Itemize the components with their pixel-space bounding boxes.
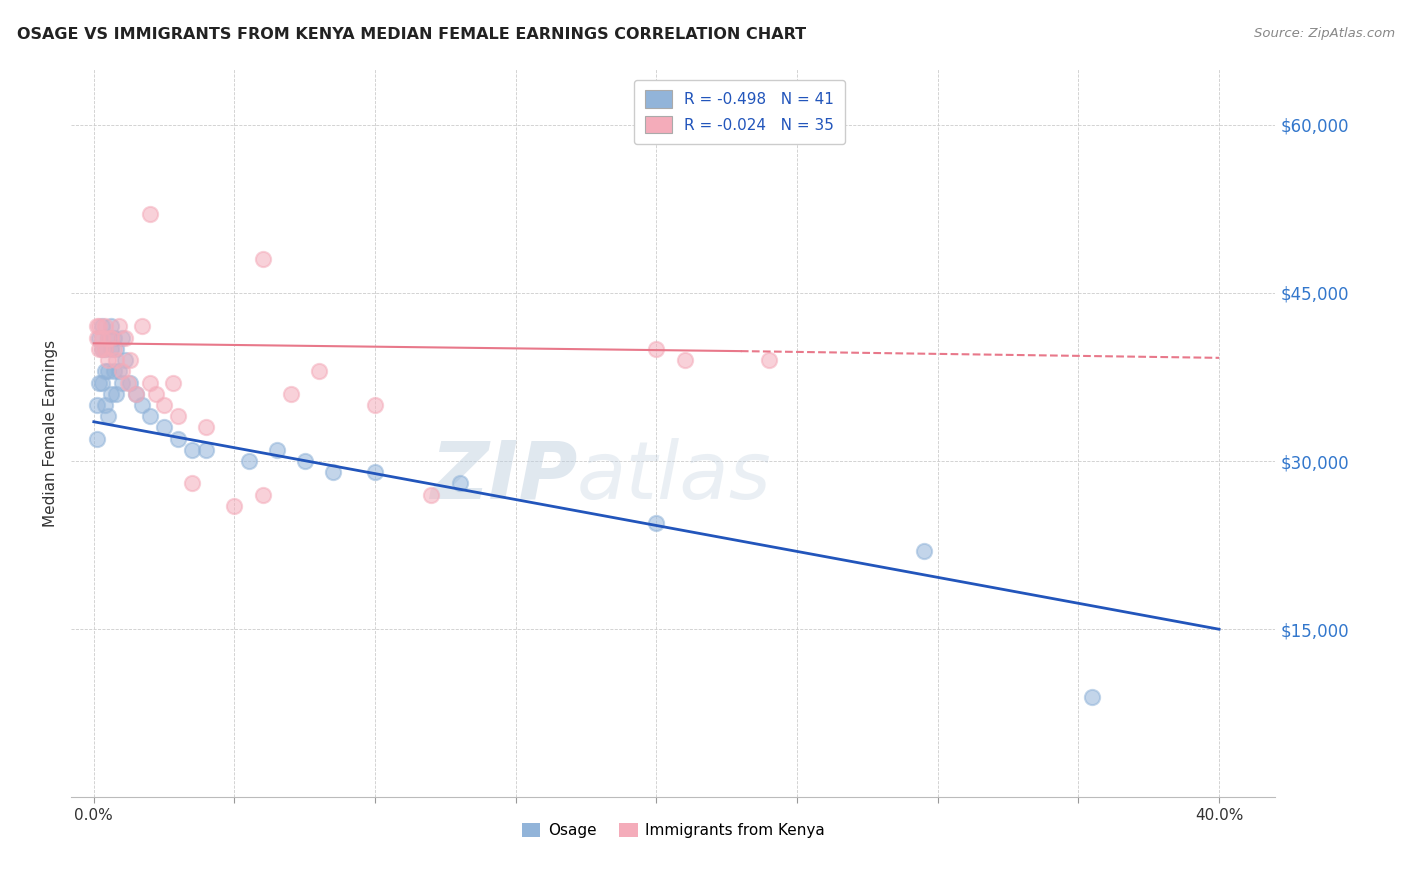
Point [103, 342, 125, 356]
Point [108, 364, 131, 378]
Point [103, 364, 125, 378]
Point [94, 342, 117, 356]
Point [97, 331, 120, 345]
Point [153, 420, 176, 434]
Point [238, 454, 260, 468]
Point [125, 386, 148, 401]
Point [364, 398, 387, 412]
Point [139, 376, 162, 390]
Point [103, 331, 125, 345]
Point [94, 342, 117, 356]
Point [100, 386, 122, 401]
Point [167, 409, 190, 424]
Point [266, 442, 288, 457]
Point [195, 442, 218, 457]
Point [322, 465, 344, 479]
Point [252, 488, 274, 502]
Text: OSAGE VS IMMIGRANTS FROM KENYA MEDIAN FEMALE EARNINGS CORRELATION CHART: OSAGE VS IMMIGRANTS FROM KENYA MEDIAN FE… [17, 27, 806, 42]
Point [167, 432, 190, 446]
Point [105, 353, 128, 368]
Point [97, 353, 120, 368]
Text: atlas: atlas [576, 438, 772, 516]
Legend: Osage, Immigrants from Kenya: Osage, Immigrants from Kenya [516, 817, 831, 845]
Point [139, 207, 162, 221]
Point [294, 454, 316, 468]
Point [131, 319, 153, 334]
Text: Source: ZipAtlas.com: Source: ZipAtlas.com [1254, 27, 1395, 40]
Point [91, 342, 114, 356]
Point [145, 386, 167, 401]
Point [120, 353, 142, 368]
Point [673, 353, 696, 368]
Point [420, 488, 443, 502]
Point [645, 516, 668, 530]
Y-axis label: Median Female Earnings: Median Female Earnings [44, 340, 58, 526]
Point [117, 376, 139, 390]
Point [280, 386, 302, 401]
Point [645, 342, 668, 356]
Point [153, 398, 176, 412]
Point [91, 331, 114, 345]
Point [111, 364, 134, 378]
Point [94, 364, 117, 378]
Point [120, 376, 142, 390]
Point [89, 376, 111, 390]
Point [114, 353, 136, 368]
Point [181, 442, 204, 457]
Point [105, 342, 128, 356]
Point [100, 331, 122, 345]
Point [108, 319, 131, 334]
Point [912, 543, 935, 558]
Point [1081, 690, 1104, 704]
Point [89, 331, 111, 345]
Point [111, 331, 134, 345]
Point [758, 353, 780, 368]
Point [91, 376, 114, 390]
Point [86, 398, 108, 412]
Point [89, 319, 111, 334]
Point [100, 342, 122, 356]
Point [162, 376, 184, 390]
Point [114, 331, 136, 345]
Point [139, 409, 162, 424]
Point [86, 432, 108, 446]
Point [224, 499, 246, 513]
Point [91, 319, 114, 334]
Point [91, 342, 114, 356]
Point [308, 364, 330, 378]
Point [100, 319, 122, 334]
Point [364, 465, 387, 479]
Point [111, 376, 134, 390]
Point [252, 252, 274, 267]
Point [449, 476, 471, 491]
Point [181, 476, 204, 491]
Point [94, 319, 117, 334]
Point [94, 398, 117, 412]
Point [125, 386, 148, 401]
Point [86, 331, 108, 345]
Point [97, 409, 120, 424]
Point [97, 331, 120, 345]
Text: ZIP: ZIP [430, 438, 576, 516]
Point [89, 342, 111, 356]
Point [105, 386, 128, 401]
Point [97, 364, 120, 378]
Point [86, 319, 108, 334]
Point [131, 398, 153, 412]
Point [195, 420, 218, 434]
